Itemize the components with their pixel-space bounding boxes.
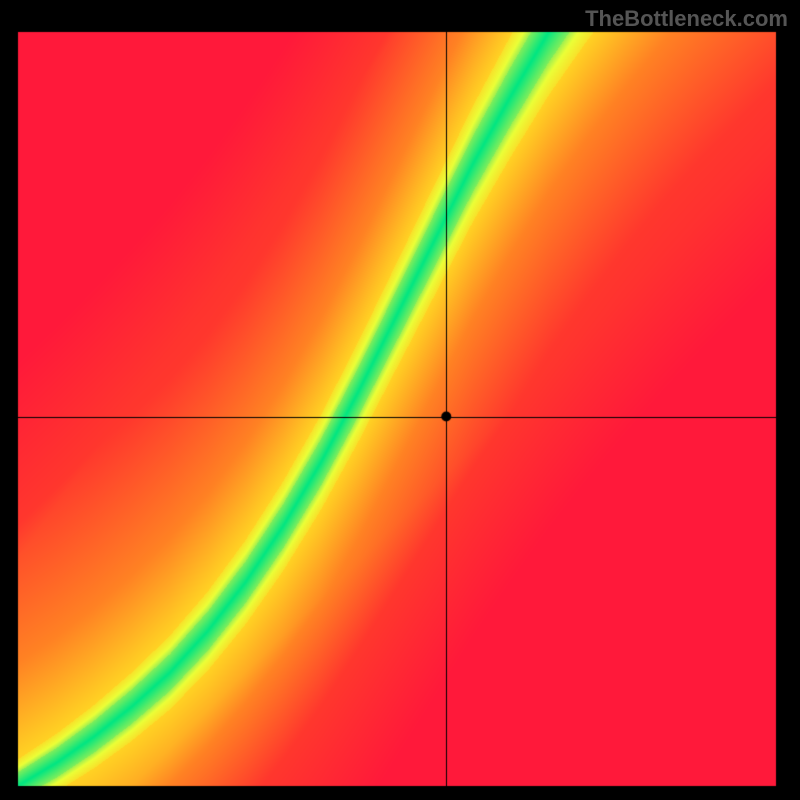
chart-container: TheBottleneck.com: [0, 0, 800, 800]
watermark-text: TheBottleneck.com: [585, 6, 788, 32]
heatmap-canvas: [0, 0, 800, 800]
